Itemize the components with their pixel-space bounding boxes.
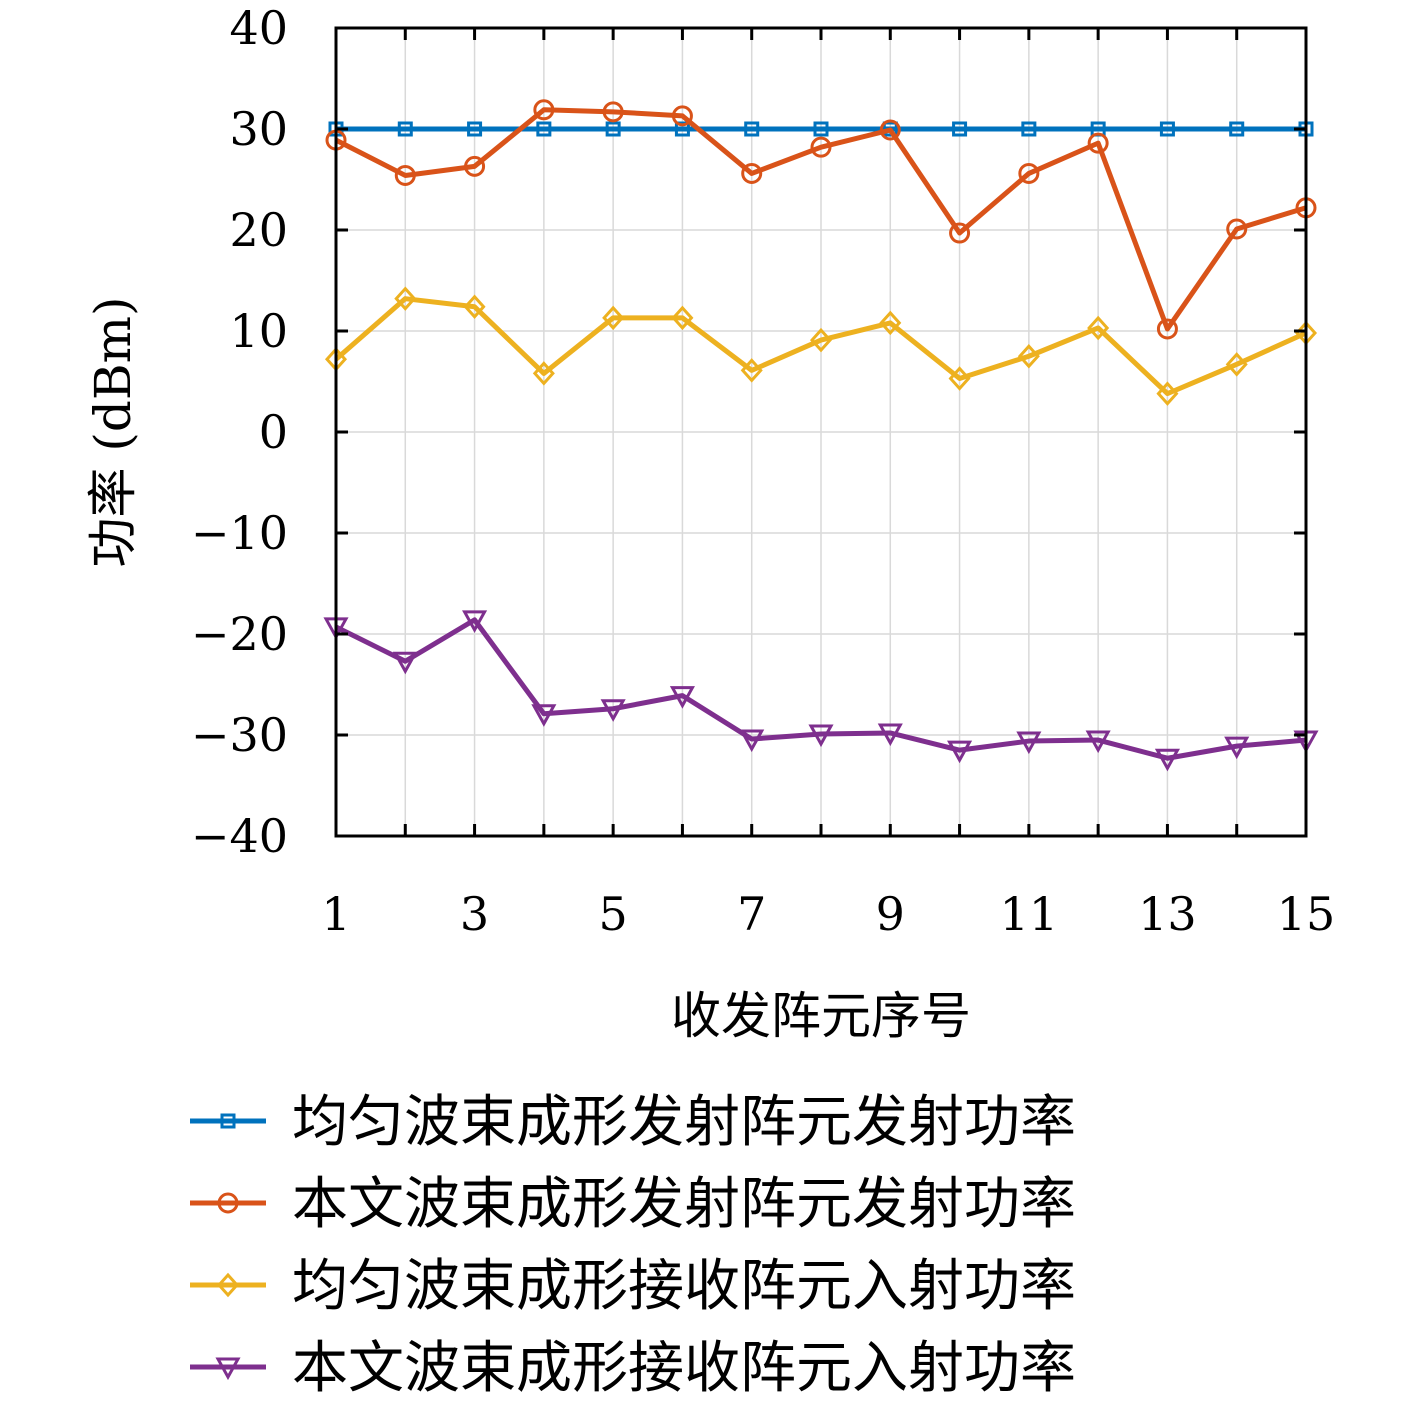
- legend-marker: [217, 1192, 239, 1214]
- data-point: [532, 361, 555, 386]
- data-point: [1225, 352, 1248, 377]
- data-point: [739, 729, 765, 753]
- x-tick-label: 1: [321, 887, 350, 941]
- data-point: [879, 119, 901, 141]
- data-point: [810, 136, 832, 158]
- legend-label: 均匀波束成形发射阵元发射功率: [292, 1090, 1076, 1155]
- data-point: [809, 327, 833, 353]
- data-point: [1156, 381, 1179, 406]
- series-layer: [323, 99, 1319, 772]
- data-point: [813, 121, 829, 137]
- y-tick-label: 10: [229, 304, 288, 358]
- data-point: [741, 162, 763, 184]
- x-tick-label: 7: [737, 887, 766, 941]
- series-line: [334, 617, 1307, 761]
- data-point: [467, 121, 483, 137]
- data-point: [1156, 318, 1178, 340]
- y-tick-label: 20: [229, 203, 288, 257]
- data-point: [1226, 218, 1248, 240]
- x-tick-label: 11: [1000, 887, 1059, 941]
- y-tick-label: −40: [191, 809, 288, 863]
- data-point: [808, 724, 834, 748]
- legend-label: 本文波束成形接收阵元入射功率: [292, 1336, 1076, 1401]
- data-point: [1016, 731, 1042, 755]
- x-tick-label: 5: [599, 887, 628, 941]
- y-tick-label: −20: [191, 607, 288, 661]
- series-line: [334, 107, 1307, 332]
- data-point: [462, 610, 488, 633]
- legend: 均匀波束成形发射阵元发射功率本文波束成形发射阵元发射功率均匀波束成形接收阵元入射…: [190, 1090, 1076, 1401]
- data-point: [1087, 315, 1110, 341]
- legend-marker: [215, 1357, 241, 1381]
- series-3: [323, 610, 1319, 772]
- data-point: [948, 366, 971, 391]
- data-point: [1087, 132, 1109, 154]
- data-point: [600, 699, 626, 722]
- data-point: [674, 121, 690, 137]
- y-tick-label: 0: [259, 405, 288, 459]
- legend-marker: [220, 1113, 236, 1129]
- data-point: [394, 164, 416, 186]
- x-tick-label: 15: [1277, 887, 1336, 941]
- legend-label: 均匀波束成形接收阵元入射功率: [292, 1254, 1076, 1319]
- data-point: [947, 740, 973, 764]
- x-tick-labels: 1 3 5 7 9 11 13 15: [321, 887, 1335, 941]
- x-axis-title: 收发阵元序号: [671, 987, 971, 1045]
- data-point: [464, 155, 486, 177]
- legend-item: 均匀波束成形接收阵元入射功率: [190, 1254, 1076, 1319]
- data-point: [744, 121, 760, 137]
- data-point: [397, 121, 413, 137]
- data-point: [394, 286, 417, 311]
- data-point: [740, 358, 763, 383]
- data-point: [1224, 736, 1250, 760]
- x-tick-label: 13: [1138, 887, 1197, 941]
- legend-label: 本文波束成形发射阵元发射功率: [292, 1172, 1076, 1237]
- data-point: [1018, 162, 1040, 184]
- x-tick-label: 9: [876, 887, 905, 941]
- data-point: [392, 651, 418, 675]
- axis-ticks: [334, 26, 1308, 838]
- data-point: [671, 105, 693, 127]
- data-point: [949, 222, 971, 244]
- data-point: [1085, 730, 1111, 754]
- y-tick-label: −10: [191, 506, 288, 560]
- data-point: [536, 121, 552, 137]
- y-tick-labels: −40 −30 −20 −10 0 10 20 30 40: [191, 1, 288, 863]
- series-2: [324, 286, 1318, 406]
- y-axis-title: 功率 (dBm): [84, 296, 142, 567]
- series-line: [334, 296, 1308, 397]
- data-point: [533, 99, 555, 121]
- legend-marker: [216, 1272, 240, 1298]
- data-point: [605, 121, 621, 137]
- data-point: [1159, 121, 1175, 137]
- data-point: [877, 723, 903, 747]
- x-tick-label: 3: [460, 887, 489, 941]
- y-tick-label: −30: [191, 708, 288, 762]
- data-point: [1017, 344, 1040, 369]
- legend-item: 本文波束成形发射阵元发射功率: [190, 1172, 1076, 1237]
- data-point: [1229, 121, 1245, 137]
- data-point: [1021, 121, 1037, 137]
- y-tick-label: 30: [229, 102, 288, 156]
- legend-item: 本文波束成形接收阵元入射功率: [190, 1336, 1076, 1401]
- data-point: [1154, 748, 1180, 772]
- data-point: [531, 704, 557, 727]
- data-point: [602, 101, 624, 123]
- data-point: [879, 310, 902, 336]
- data-point: [669, 686, 695, 709]
- data-point: [463, 294, 486, 320]
- legend-item: 均匀波束成形发射阵元发射功率: [190, 1090, 1076, 1155]
- data-point: [952, 121, 968, 137]
- y-tick-label: 40: [229, 1, 288, 55]
- data-point: [671, 305, 694, 331]
- data-point: [602, 305, 625, 331]
